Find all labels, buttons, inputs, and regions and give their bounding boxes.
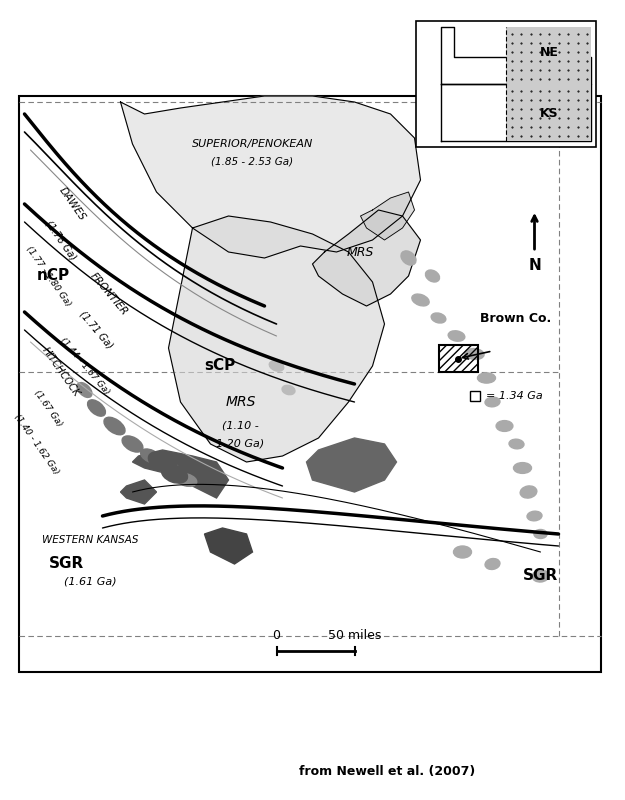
Polygon shape xyxy=(506,84,591,141)
Text: 1.20 Ga): 1.20 Ga) xyxy=(216,439,264,449)
Text: MRS: MRS xyxy=(347,246,374,258)
Text: FRONTIER: FRONTIER xyxy=(88,270,129,318)
Polygon shape xyxy=(121,96,421,258)
Ellipse shape xyxy=(269,361,284,371)
Text: WESTERN KANSAS: WESTERN KANSAS xyxy=(42,535,139,545)
Text: KS: KS xyxy=(540,107,559,120)
Ellipse shape xyxy=(509,439,524,449)
Ellipse shape xyxy=(161,465,188,483)
Polygon shape xyxy=(132,450,229,498)
Polygon shape xyxy=(306,438,396,492)
Text: nCP: nCP xyxy=(36,269,69,283)
Ellipse shape xyxy=(176,474,197,486)
Ellipse shape xyxy=(431,313,446,323)
Polygon shape xyxy=(169,216,384,462)
Ellipse shape xyxy=(465,349,484,359)
Ellipse shape xyxy=(485,558,500,570)
Text: SGR: SGR xyxy=(49,557,84,571)
Text: DAWES: DAWES xyxy=(58,186,88,222)
Ellipse shape xyxy=(496,421,513,431)
Ellipse shape xyxy=(77,382,92,398)
Text: (1.61 Ga): (1.61 Ga) xyxy=(64,577,117,587)
Polygon shape xyxy=(441,27,591,84)
Ellipse shape xyxy=(485,397,500,407)
Text: 0: 0 xyxy=(272,629,281,642)
Text: sCP: sCP xyxy=(204,358,236,374)
Polygon shape xyxy=(441,84,591,141)
Ellipse shape xyxy=(514,462,531,474)
Text: (1.10 -: (1.10 - xyxy=(222,421,259,431)
Polygon shape xyxy=(506,27,591,84)
Ellipse shape xyxy=(122,436,143,452)
Ellipse shape xyxy=(527,511,542,521)
Text: MRS: MRS xyxy=(226,395,256,409)
Ellipse shape xyxy=(148,452,177,472)
Text: (1.78 Ga): (1.78 Ga) xyxy=(43,218,78,262)
Ellipse shape xyxy=(412,294,429,306)
Ellipse shape xyxy=(454,546,471,558)
Ellipse shape xyxy=(532,570,549,582)
Ellipse shape xyxy=(104,418,125,434)
Text: Brown Co.: Brown Co. xyxy=(481,311,552,325)
Ellipse shape xyxy=(157,461,180,475)
Ellipse shape xyxy=(401,251,416,265)
Ellipse shape xyxy=(88,400,106,416)
Polygon shape xyxy=(361,192,414,240)
Ellipse shape xyxy=(478,373,496,383)
Ellipse shape xyxy=(426,270,439,282)
Text: 50 miles: 50 miles xyxy=(328,629,381,642)
Text: NE: NE xyxy=(540,46,559,58)
Text: from Newell et al. (2007): from Newell et al. (2007) xyxy=(299,766,476,778)
Text: SGR: SGR xyxy=(523,569,558,583)
Polygon shape xyxy=(312,210,421,306)
Text: (1.85 - 2.53 Ga): (1.85 - 2.53 Ga) xyxy=(211,157,294,167)
Text: (1.67 Ga): (1.67 Ga) xyxy=(32,388,64,428)
Polygon shape xyxy=(204,528,252,564)
Ellipse shape xyxy=(534,530,547,538)
Text: (1.71 Ga): (1.71 Ga) xyxy=(78,309,115,351)
Text: SUPERIOR/PENOKEAN: SUPERIOR/PENOKEAN xyxy=(192,139,313,149)
Text: N: N xyxy=(528,258,541,273)
Bar xyxy=(439,345,478,372)
Text: HITCHCOCK: HITCHCOCK xyxy=(40,346,81,398)
Text: (1.40 - 1.62 Ga): (1.40 - 1.62 Ga) xyxy=(12,412,61,476)
Polygon shape xyxy=(121,480,156,504)
Text: (1.44 - 1.67 Ga): (1.44 - 1.67 Ga) xyxy=(58,336,111,396)
Ellipse shape xyxy=(520,486,537,498)
Ellipse shape xyxy=(448,330,465,342)
Ellipse shape xyxy=(282,386,295,394)
Ellipse shape xyxy=(141,449,161,463)
Text: = 1.34 Ga: = 1.34 Ga xyxy=(486,391,543,401)
Text: (1.77 - 1.80 Ga): (1.77 - 1.80 Ga) xyxy=(24,244,72,308)
